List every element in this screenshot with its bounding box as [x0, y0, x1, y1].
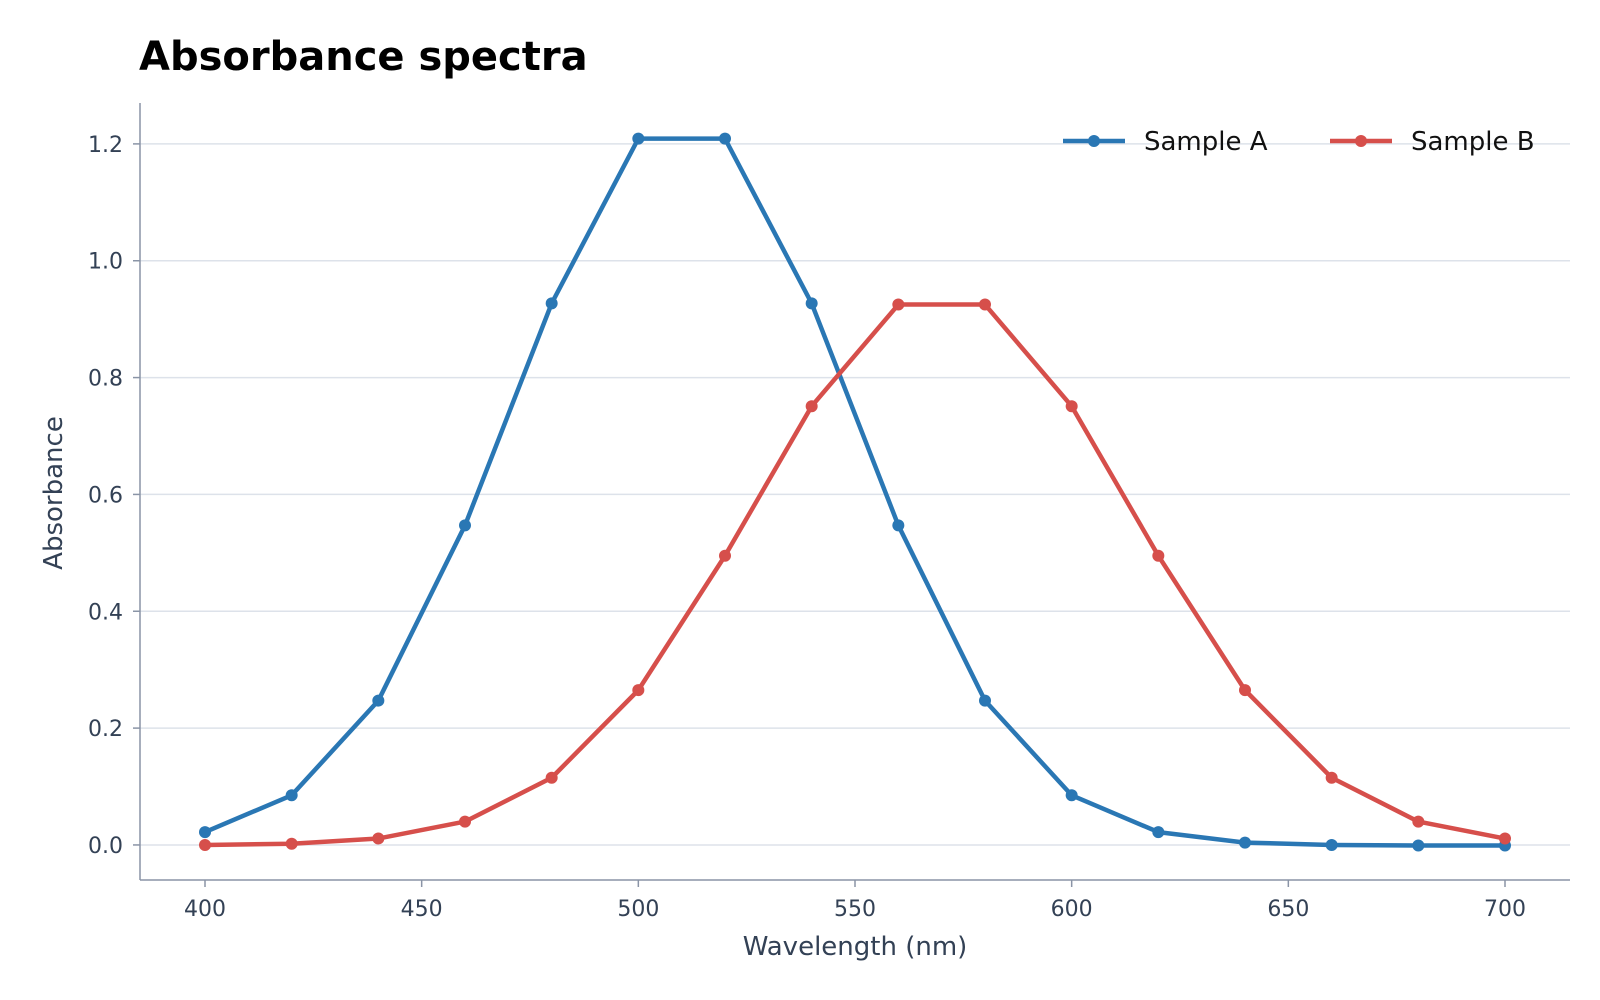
- y-tick-label: 0.8: [88, 367, 123, 392]
- sample-b-point: [892, 298, 905, 311]
- y-tick-label: 0.6: [88, 483, 123, 508]
- axes: [139, 103, 1570, 881]
- x-tick-label: 400: [184, 897, 226, 922]
- sample-b-point: [1239, 684, 1251, 697]
- sample-b-point: [1412, 815, 1425, 828]
- sample-b-line: [202, 302, 1508, 848]
- sample-a-point: [1152, 826, 1165, 839]
- sample-b-point: [719, 549, 731, 562]
- y-tick-label: 1.0: [88, 250, 123, 275]
- legend-label-sample-b: Sample B: [1411, 127, 1535, 157]
- sample-b-point: [1065, 400, 1078, 413]
- sample-b-point: [979, 298, 991, 311]
- sample-b-point: [372, 832, 385, 845]
- sample-a-point: [285, 789, 298, 802]
- y-axis-label: Absorbance: [39, 416, 69, 570]
- sample-b-point: [805, 400, 818, 413]
- y-ticks: 0.0 0.2 0.4 0.6 0.8 1.0 1.2: [88, 133, 140, 859]
- sample-a-point: [545, 297, 558, 310]
- sample-b-point: [285, 837, 298, 850]
- y-tick-label: 0.2: [88, 717, 123, 742]
- x-tick-label: 500: [617, 897, 659, 922]
- x-tick-label: 650: [1267, 897, 1309, 922]
- sample-a-point: [1412, 839, 1425, 852]
- sample-a-point: [1325, 838, 1338, 851]
- x-tick-label: 450: [401, 897, 443, 922]
- legend-marker-sample-b: [1355, 135, 1367, 147]
- x-ticks: 400 450 500 550 600 650 700: [184, 880, 1526, 922]
- sample-a-point: [1065, 789, 1078, 802]
- y-tick-label: 0.0: [88, 834, 123, 859]
- legend-marker-sample-a: [1088, 135, 1100, 147]
- sample-b-point: [545, 771, 558, 784]
- legend-label-sample-a: Sample A: [1144, 127, 1268, 157]
- chart-title: Absorbance spectra: [139, 34, 588, 80]
- sample-a-point: [459, 519, 471, 532]
- sample-a-point: [199, 826, 211, 839]
- sample-b-point: [199, 838, 211, 851]
- x-tick-label: 600: [1051, 897, 1093, 922]
- sample-b-point: [459, 815, 471, 828]
- sample-a-point: [372, 694, 385, 707]
- sample-a-point: [805, 297, 818, 310]
- sample-a-point: [632, 132, 645, 145]
- sample-b-point: [1499, 832, 1511, 845]
- sample-a-point: [1239, 836, 1251, 849]
- x-tick-label: 550: [834, 897, 876, 922]
- sample-b-point: [1152, 549, 1165, 562]
- sample-b-point: [632, 684, 645, 697]
- sample-a-point: [719, 132, 731, 145]
- x-axis-label: Wavelength (nm): [743, 932, 968, 962]
- data-series: [199, 132, 1511, 852]
- x-tick-label: 700: [1484, 897, 1526, 922]
- legend: Sample A Sample B: [1063, 127, 1535, 157]
- sample-a-line: [202, 136, 1508, 848]
- sample-b-point: [1325, 771, 1338, 784]
- sample-a-point: [892, 519, 905, 532]
- y-tick-label: 0.4: [88, 600, 123, 625]
- sample-a-point: [979, 694, 991, 707]
- y-tick-label: 1.2: [88, 133, 123, 158]
- gridlines: [140, 143, 1570, 846]
